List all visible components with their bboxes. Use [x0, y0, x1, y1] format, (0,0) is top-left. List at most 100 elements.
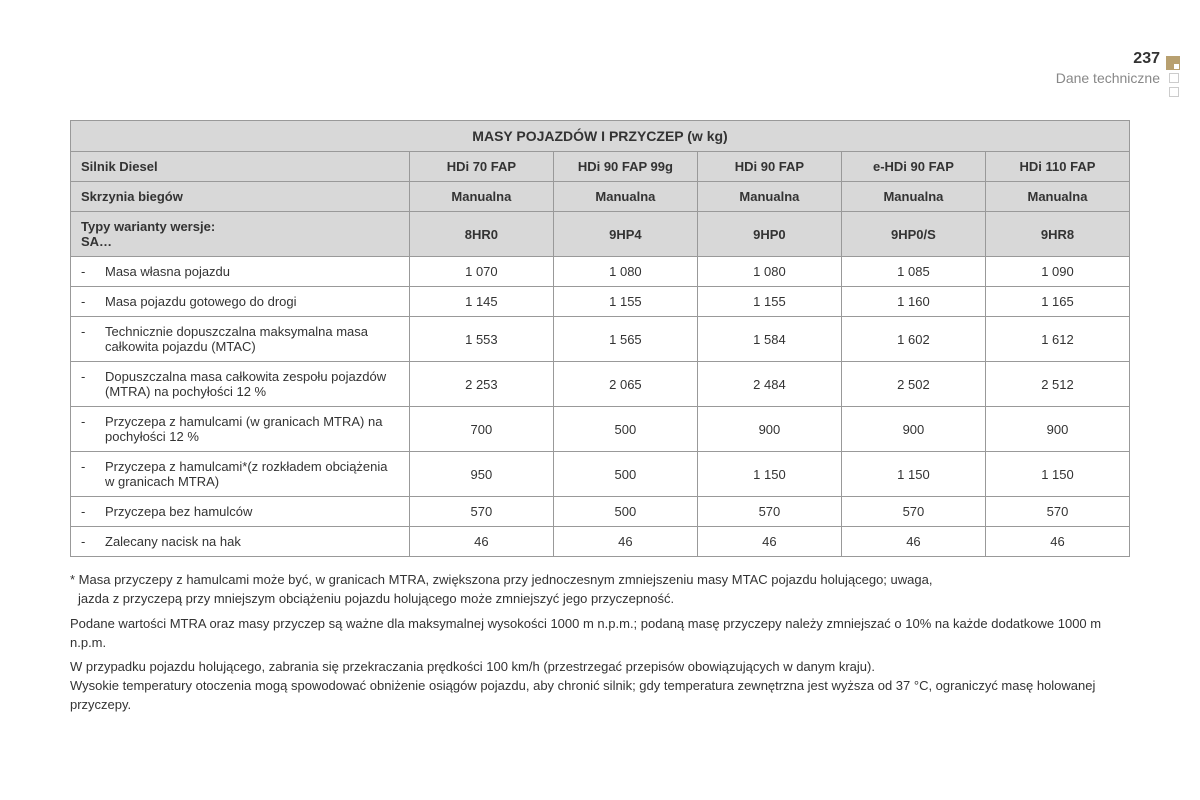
footnote-line: W przypadku pojazdu holującego, zabrania… — [70, 658, 1130, 677]
section-title: Dane techniczne — [1056, 70, 1160, 86]
row-value: 570 — [697, 497, 841, 527]
row-label-text: Przyczepa bez hamulców — [105, 504, 399, 519]
header-value: Manualna — [985, 182, 1129, 212]
header-value: HDi 90 FAP — [697, 152, 841, 182]
weights-table: MASY POJAZDÓW I PRZYCZEP (w kg) Silnik D… — [70, 120, 1130, 557]
table-row: -Masa pojazdu gotowego do drogi1 1451 15… — [71, 287, 1130, 317]
row-value: 1 150 — [985, 452, 1129, 497]
dash-icon: - — [81, 369, 105, 384]
row-value: 1 565 — [553, 317, 697, 362]
table-header-row: Silnik Diesel HDi 70 FAP HDi 90 FAP 99g … — [71, 152, 1130, 182]
row-value: 2 065 — [553, 362, 697, 407]
row-value: 1 553 — [409, 317, 553, 362]
dash-icon: - — [81, 264, 105, 279]
row-value: 2 484 — [697, 362, 841, 407]
row-value: 2 512 — [985, 362, 1129, 407]
row-label-text: Zalecany nacisk na hak — [105, 534, 399, 549]
row-value: 1 080 — [553, 257, 697, 287]
footnote-text: jazda z przyczepą przy mniejszym obciąże… — [70, 591, 674, 606]
row-label-text: Przyczepa z hamulcami*(z rozkładem obcią… — [105, 459, 399, 489]
row-value: 46 — [697, 527, 841, 557]
row-label: -Zalecany nacisk na hak — [71, 527, 410, 557]
row-value: 1 165 — [985, 287, 1129, 317]
page-decorations — [1166, 56, 1180, 101]
row-value: 900 — [841, 407, 985, 452]
row-label: -Masa własna pojazdu — [71, 257, 410, 287]
row-label-text: Technicznie dopuszczalna maksymalna masa… — [105, 324, 399, 354]
deco-square-icon — [1166, 56, 1180, 70]
dash-icon: - — [81, 459, 105, 474]
row-value: 1 145 — [409, 287, 553, 317]
row-label: -Dopuszczalna masa całkowita zespołu poj… — [71, 362, 410, 407]
table-row: -Zalecany nacisk na hak4646464646 — [71, 527, 1130, 557]
deco-outline-icon — [1169, 87, 1179, 97]
row-value: 1 090 — [985, 257, 1129, 287]
header-value: Manualna — [841, 182, 985, 212]
header-value: 9HP0 — [697, 212, 841, 257]
header-value: 9HP4 — [553, 212, 697, 257]
header-value: 9HR8 — [985, 212, 1129, 257]
row-value: 570 — [841, 497, 985, 527]
page-number: 237 — [1056, 50, 1160, 68]
row-value: 570 — [985, 497, 1129, 527]
row-value: 500 — [553, 497, 697, 527]
row-label-text: Masa pojazdu gotowego do drogi — [105, 294, 399, 309]
row-value: 1 080 — [697, 257, 841, 287]
footnotes: * Masa przyczepy z hamulcami może być, w… — [70, 571, 1130, 715]
row-value: 1 150 — [841, 452, 985, 497]
table-row: -Technicznie dopuszczalna maksymalna mas… — [71, 317, 1130, 362]
dash-icon: - — [81, 414, 105, 429]
footnote-line: Podane wartości MTRA oraz masy przyczep … — [70, 615, 1130, 653]
footnote-text: * Masa przyczepy z hamulcami może być, w… — [70, 572, 932, 587]
dash-icon: - — [81, 294, 105, 309]
page-content: MASY POJAZDÓW I PRZYCZEP (w kg) Silnik D… — [0, 0, 1200, 715]
row-label: -Masa pojazdu gotowego do drogi — [71, 287, 410, 317]
table-row: -Masa własna pojazdu1 0701 0801 0801 085… — [71, 257, 1130, 287]
row-value: 1 602 — [841, 317, 985, 362]
row-value: 900 — [985, 407, 1129, 452]
table-row: -Przyczepa z hamulcami (w granicach MTRA… — [71, 407, 1130, 452]
row-value: 570 — [409, 497, 553, 527]
table-header-row: Skrzynia biegów Manualna Manualna Manual… — [71, 182, 1130, 212]
header-label: Typy warianty wersje: SA… — [71, 212, 410, 257]
dash-icon: - — [81, 324, 105, 339]
table-row: -Przyczepa bez hamulców570500570570570 — [71, 497, 1130, 527]
row-value: 500 — [553, 407, 697, 452]
header-value: HDi 90 FAP 99g — [553, 152, 697, 182]
page-header: 237 Dane techniczne — [1056, 50, 1160, 86]
header-value: 9HP0/S — [841, 212, 985, 257]
header-label: Skrzynia biegów — [71, 182, 410, 212]
row-label-text: Dopuszczalna masa całkowita zespołu poja… — [105, 369, 399, 399]
dash-icon: - — [81, 504, 105, 519]
deco-outline-icon — [1169, 73, 1179, 83]
row-value: 1 584 — [697, 317, 841, 362]
row-value: 1 155 — [697, 287, 841, 317]
row-value: 1 160 — [841, 287, 985, 317]
row-value: 950 — [409, 452, 553, 497]
row-value: 500 — [553, 452, 697, 497]
row-value: 900 — [697, 407, 841, 452]
header-value: e-HDi 90 FAP — [841, 152, 985, 182]
row-value: 700 — [409, 407, 553, 452]
table-row: -Przyczepa z hamulcami*(z rozkładem obci… — [71, 452, 1130, 497]
table-title: MASY POJAZDÓW I PRZYCZEP (w kg) — [71, 121, 1130, 152]
row-value: 2 253 — [409, 362, 553, 407]
footnote-line: * Masa przyczepy z hamulcami może być, w… — [70, 571, 1130, 609]
row-value: 46 — [409, 527, 553, 557]
row-label-text: Przyczepa z hamulcami (w granicach MTRA)… — [105, 414, 399, 444]
row-label: -Technicznie dopuszczalna maksymalna mas… — [71, 317, 410, 362]
row-label: -Przyczepa bez hamulców — [71, 497, 410, 527]
header-value: HDi 110 FAP — [985, 152, 1129, 182]
header-value: 8HR0 — [409, 212, 553, 257]
row-value: 1 155 — [553, 287, 697, 317]
header-value: HDi 70 FAP — [409, 152, 553, 182]
table-row: -Dopuszczalna masa całkowita zespołu poj… — [71, 362, 1130, 407]
header-value: Manualna — [553, 182, 697, 212]
row-label: -Przyczepa z hamulcami (w granicach MTRA… — [71, 407, 410, 452]
row-value: 46 — [985, 527, 1129, 557]
header-value: Manualna — [697, 182, 841, 212]
row-value: 2 502 — [841, 362, 985, 407]
row-label: -Przyczepa z hamulcami*(z rozkładem obci… — [71, 452, 410, 497]
row-value: 1 612 — [985, 317, 1129, 362]
header-label: Silnik Diesel — [71, 152, 410, 182]
